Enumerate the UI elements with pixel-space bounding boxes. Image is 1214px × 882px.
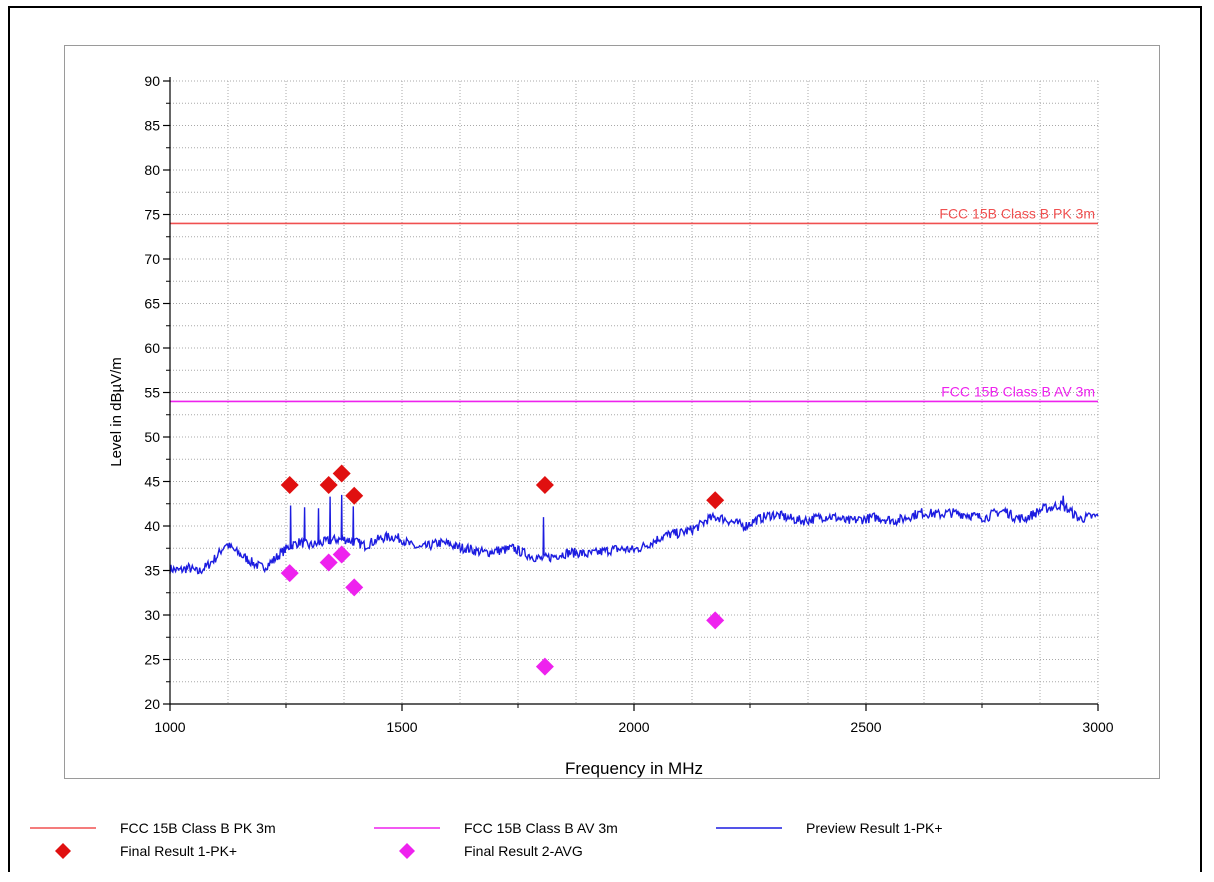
legend-label: Final Result 1-PK+	[120, 843, 237, 859]
final-result-pk-marker	[706, 491, 725, 510]
legend-label: FCC 15B Class B AV 3m	[464, 820, 618, 836]
final-result-pk-marker	[535, 476, 554, 495]
legend-swatch-diamond	[399, 843, 415, 859]
limit-line-label: FCC 15B Class B AV 3m	[941, 383, 1095, 399]
y-tick-label: 35	[144, 563, 160, 579]
y-tick-label: 60	[144, 340, 160, 356]
final-result-pk-marker	[345, 486, 364, 505]
legend: FCC 15B Class B PK 3m FCC 15B Class B AV …	[30, 820, 943, 859]
y-tick-label: 30	[144, 607, 160, 623]
legend-label: FCC 15B Class B PK 3m	[120, 820, 276, 836]
legend-swatch-diamond	[55, 843, 71, 859]
y-tick-label: 25	[144, 652, 160, 668]
final-result-avg-marker	[319, 553, 338, 572]
y-tick-label: 45	[144, 474, 160, 490]
y-tick-label: 50	[144, 429, 160, 445]
x-tick-label: 3000	[1082, 719, 1113, 735]
axes	[163, 77, 1099, 711]
final-result-pk-marker	[280, 476, 299, 495]
plot-panel	[64, 45, 1160, 779]
x-tick-label: 1500	[386, 719, 417, 735]
limit-line-label: FCC 15B Class B PK 3m	[939, 205, 1095, 221]
tick-labels: 20 25 30 35 40 45 50 55 60 65 70 75 80 85 90 1000 1500 20…	[144, 73, 1113, 735]
final-result-avg-marker	[280, 564, 299, 583]
final-result-pk-marker	[332, 464, 351, 483]
x-tick-label: 2500	[850, 719, 881, 735]
y-tick-label: 40	[144, 518, 160, 534]
preview-series	[169, 494, 1099, 575]
final-result-avg-marker	[345, 578, 364, 597]
legend-label: Final Result 2-AVG	[464, 843, 583, 859]
preview-result-trace	[169, 494, 1099, 575]
y-tick-label: 55	[144, 385, 160, 401]
grid	[170, 80, 1099, 704]
final-result-pk-marker	[319, 476, 338, 495]
y-tick-label: 80	[144, 162, 160, 178]
y-tick-label: 20	[144, 696, 160, 712]
x-tick-label: 2000	[618, 719, 649, 735]
legend-label: Preview Result 1-PK+	[806, 820, 943, 836]
final-result-avg-marker	[706, 611, 725, 630]
y-tick-label: 70	[144, 251, 160, 267]
y-tick-label: 85	[144, 118, 160, 134]
y-tick-label: 65	[144, 296, 160, 312]
final-result-avg-marker	[332, 545, 351, 564]
final-result-markers	[280, 464, 725, 676]
final-result-avg-marker	[535, 657, 554, 676]
y-tick-label: 75	[144, 207, 160, 223]
x-axis-label: Frequency in MHz	[565, 759, 703, 778]
limit-lines: FCC 15B Class B PK 3m FCC 15B Class B AV …	[170, 205, 1098, 403]
y-tick-label: 90	[144, 73, 160, 89]
y-axis-label: Level in dBµV/m	[108, 357, 125, 467]
x-tick-label: 1000	[154, 719, 185, 735]
